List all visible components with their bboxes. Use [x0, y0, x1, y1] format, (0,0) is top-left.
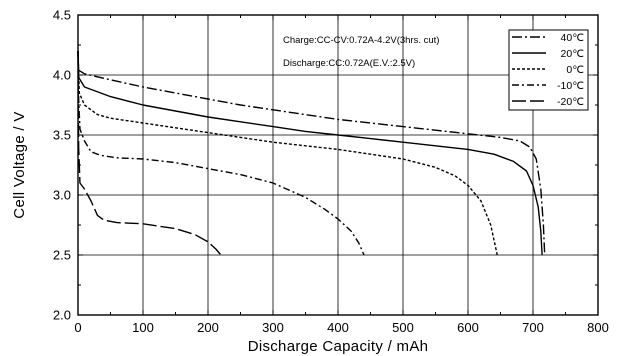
y-tick-label: 2.0	[53, 308, 71, 323]
series-line-3	[77, 50, 365, 256]
x-tick-label: 100	[132, 320, 154, 335]
annotation-charge: Charge:CC-CV:0.72A-4.2V(3hrs. cut)	[283, 35, 439, 46]
y-tick-label: 4.5	[53, 8, 71, 23]
y-tick-labels: 2.0 2.5 3.0 3.5 4.0 4.5	[53, 8, 71, 323]
y-tick-label: 4.0	[53, 68, 71, 83]
y-tick-label: 2.5	[53, 248, 71, 263]
x-tick-label: 600	[457, 320, 479, 335]
x-tick-labels: 0 100 200 300 400 500 600 700 800	[74, 320, 608, 335]
legend-label-0: 40℃	[561, 32, 585, 44]
y-tick-label: 3.5	[53, 128, 71, 143]
annotation-discharge: Discharge:CC:0.72A(E.V.:2.5V)	[283, 58, 415, 69]
x-tick-label: 400	[327, 320, 349, 335]
x-tick-label: 0	[74, 320, 81, 335]
legend-label-4: -20℃	[557, 96, 584, 108]
x-tick-label: 500	[392, 320, 414, 335]
grid-lines	[78, 15, 598, 315]
legend-label-1: 20℃	[561, 48, 585, 60]
series-line-2	[77, 50, 498, 256]
legend-label-2: 0℃	[566, 64, 584, 76]
y-axis-title: Cell Voltage / V	[11, 111, 28, 218]
tick-marks	[77, 14, 599, 316]
series-line-1	[77, 50, 543, 256]
x-tick-label: 800	[587, 320, 609, 335]
x-axis-title: Discharge Capacity / mAh	[248, 338, 429, 355]
x-tick-label: 300	[262, 320, 284, 335]
legend-box	[508, 29, 589, 111]
legend-label-3: -10℃	[557, 80, 584, 92]
legend-items: 40℃ 20℃ 0℃ -10℃ -20℃	[512, 32, 584, 108]
series-line-4	[77, 50, 222, 256]
legend: 40℃ 20℃ 0℃ -10℃ -20℃	[508, 29, 589, 111]
x-tick-label: 200	[197, 320, 219, 335]
series-lines	[77, 50, 546, 256]
x-tick-label: 700	[522, 320, 544, 335]
y-tick-label: 3.0	[53, 188, 71, 203]
